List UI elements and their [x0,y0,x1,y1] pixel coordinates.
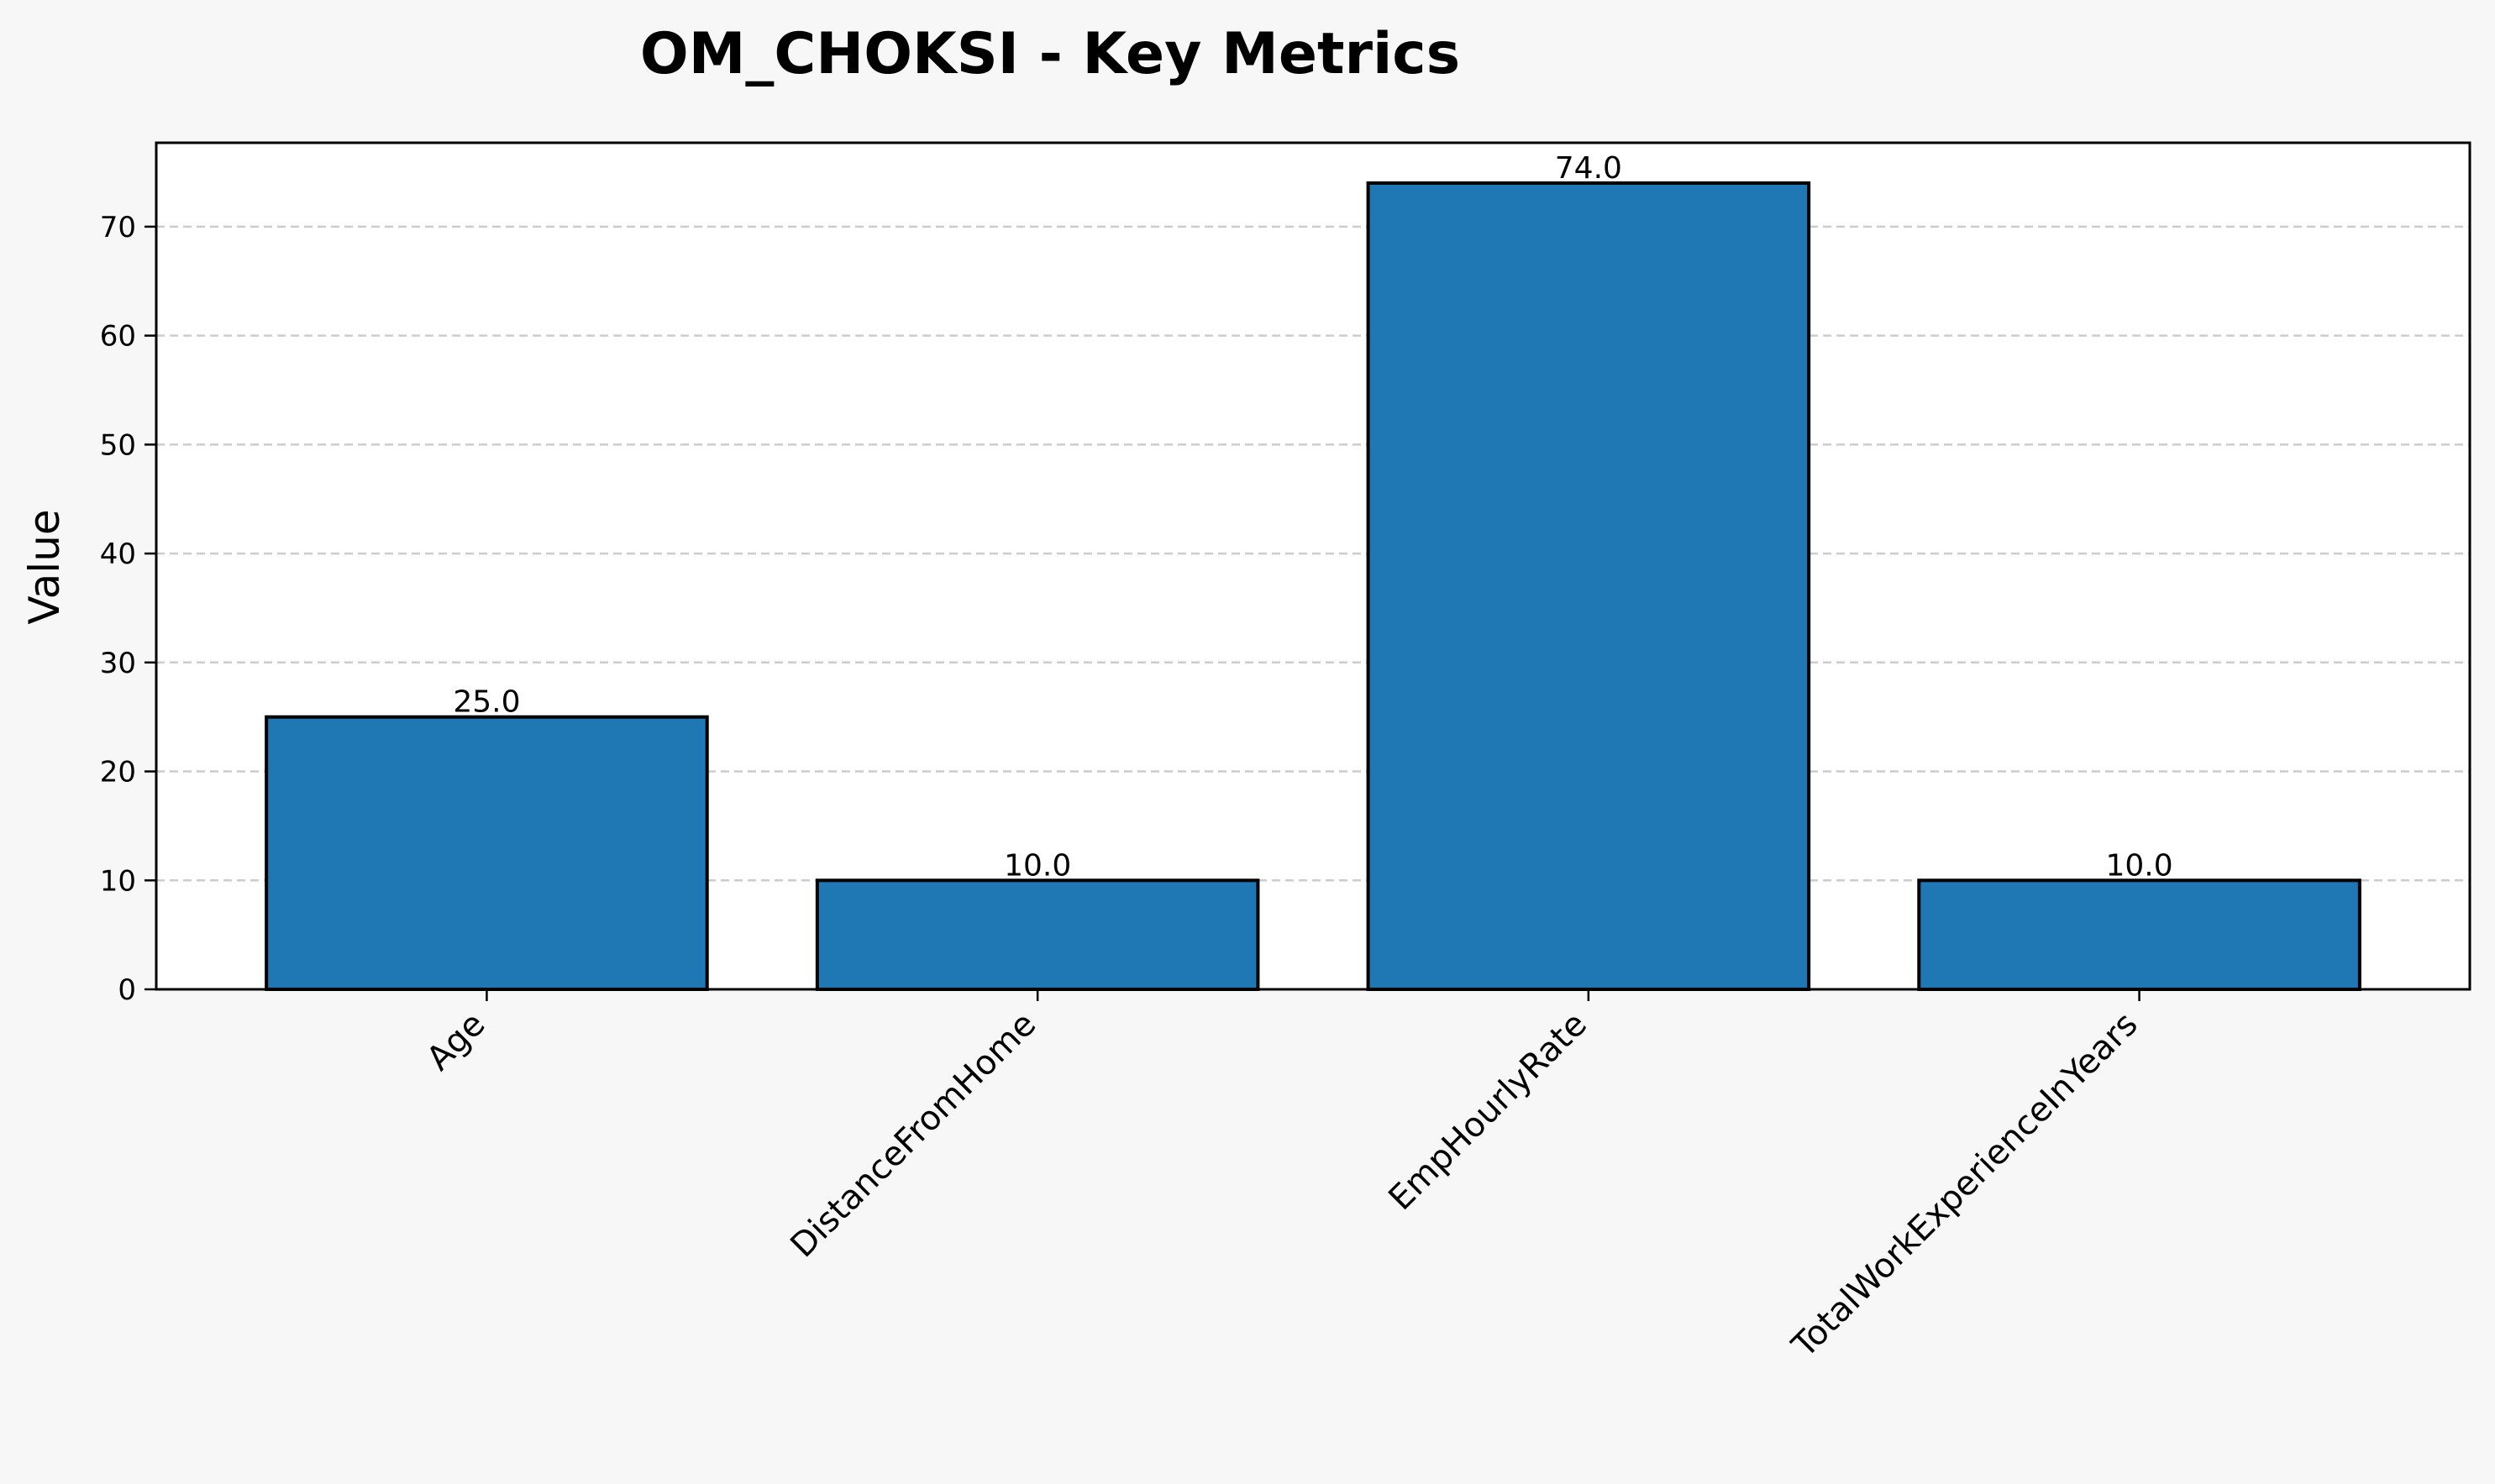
y-tick-label: 70 [100,211,136,244]
y-tick-label: 20 [100,756,136,789]
x-tick-label: DistanceFromHome [783,1005,1043,1266]
y-tick-label: 40 [100,537,136,571]
bar [265,715,709,991]
x-tick-label: TotalWorkExperienceInYears [1784,1005,2146,1366]
y-tick-label: 30 [100,647,136,680]
x-tick-label: Age [419,1005,492,1078]
bar-value-label: 74.0 [1555,151,1622,186]
grid-lines [156,225,2470,882]
y-tick-label: 60 [100,320,136,354]
bars [265,181,2361,991]
bar [1366,181,1811,991]
y-tick-label: 50 [100,428,136,462]
y-tick-label: 10 [100,864,136,898]
plot-frame [155,141,2471,991]
bar-value-label: 25.0 [453,685,520,720]
bar [1917,878,2361,991]
bar-value-label: 10.0 [1004,848,1071,883]
bar-value-label: 10.0 [2105,848,2172,883]
y-tick-label: 0 [118,973,136,1007]
chart-title: OM_CHOKSI - Key Metrics [640,21,1460,87]
x-tick-label: EmpHourlyRate [1381,1005,1594,1218]
bar [815,878,1260,991]
data-labels: 25.0 10.0 74.0 10.0 [453,151,2172,883]
y-axis-label: Value [20,509,69,624]
